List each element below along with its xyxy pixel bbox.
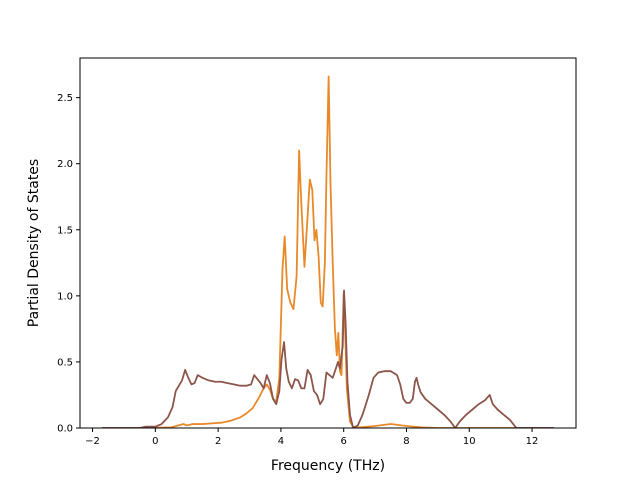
- y-tick-label: 2.5: [57, 93, 73, 104]
- series-layer: [101, 75, 555, 428]
- x-tick-label: 2: [215, 436, 221, 447]
- x-tick-label: 0: [152, 436, 158, 447]
- x-tick-label: 4: [278, 436, 284, 447]
- x-tick-label: 10: [463, 436, 476, 447]
- x-tick-label: 12: [526, 436, 539, 447]
- x-tick-label: 8: [403, 436, 409, 447]
- y-axis-title: Partial Density of States: [26, 159, 42, 327]
- x-tick-label: 6: [341, 436, 347, 447]
- y-tick-label: 1.0: [57, 291, 73, 302]
- series-line-2: [101, 289, 555, 428]
- y-tick-label: 0.0: [57, 424, 73, 435]
- y-axis: 0.0 0.5 1.0 1.5 2.0 2.5: [57, 93, 80, 435]
- y-tick-label: 1.5: [57, 225, 73, 236]
- y-tick-label: 0.5: [57, 357, 73, 368]
- x-tick-label: −2: [85, 436, 100, 447]
- plot-frame: [79, 57, 577, 429]
- y-tick-label: 2.0: [57, 159, 73, 170]
- x-axis-title: Frequency (THz): [271, 458, 385, 474]
- x-axis: −2 0 2 4 6 8 10 12: [85, 428, 538, 447]
